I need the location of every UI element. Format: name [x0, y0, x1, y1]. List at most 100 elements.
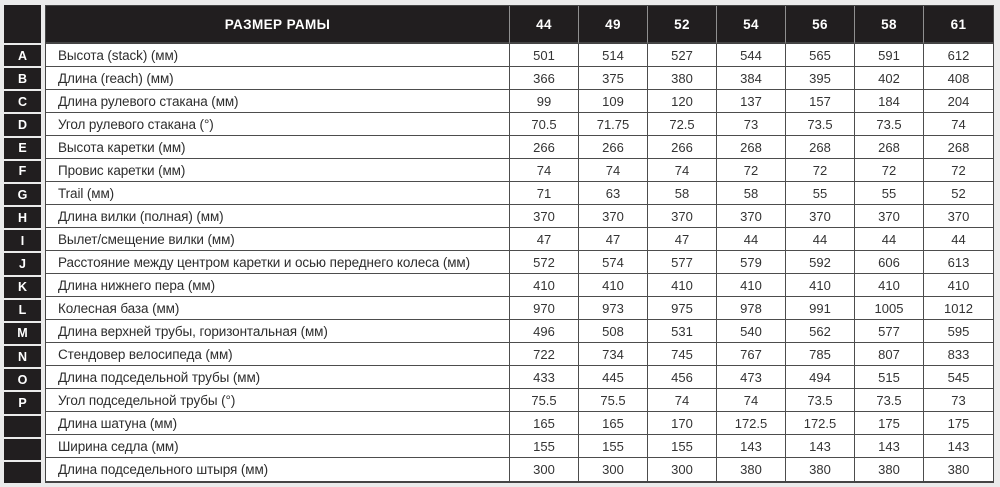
parameter-name-cell: Trail (мм): [46, 182, 510, 205]
value-cell: 73.5: [855, 389, 924, 412]
value-cell: 143: [924, 435, 993, 458]
value-cell: 120: [648, 90, 717, 113]
value-cell: 44: [717, 228, 786, 251]
value-cell: 514: [579, 44, 648, 67]
value-cell: 494: [786, 366, 855, 389]
value-cell: 268: [786, 136, 855, 159]
value-cell: 592: [786, 251, 855, 274]
value-cell: 745: [648, 343, 717, 366]
value-cell: 445: [579, 366, 648, 389]
value-cell: 155: [648, 435, 717, 458]
size-column-header-61: 61: [924, 6, 993, 44]
row-letter-cell: E: [4, 137, 41, 159]
value-cell: 574: [579, 251, 648, 274]
value-cell: 370: [717, 205, 786, 228]
parameter-name-cell: Длина подседельного штыря (мм): [46, 458, 510, 481]
value-cell: 366: [510, 67, 579, 90]
row-letter-cell: H: [4, 207, 41, 229]
value-cell: 572: [510, 251, 579, 274]
value-cell: 515: [855, 366, 924, 389]
parameter-name-cell: Длина (reach) (мм): [46, 67, 510, 90]
value-cell: 370: [855, 205, 924, 228]
value-cell: 577: [648, 251, 717, 274]
value-cell: 44: [786, 228, 855, 251]
value-cell: 58: [717, 182, 786, 205]
value-cell: 143: [855, 435, 924, 458]
value-cell: 143: [717, 435, 786, 458]
value-cell: 268: [924, 136, 993, 159]
value-cell: 165: [579, 412, 648, 435]
value-cell: 266: [510, 136, 579, 159]
value-cell: 991: [786, 297, 855, 320]
value-cell: 175: [924, 412, 993, 435]
value-cell: 74: [924, 113, 993, 136]
value-cell: 300: [648, 458, 717, 481]
value-cell: 300: [579, 458, 648, 481]
value-cell: 184: [855, 90, 924, 113]
value-cell: 44: [924, 228, 993, 251]
value-cell: 410: [786, 274, 855, 297]
row-letter-cell: I: [4, 230, 41, 252]
value-cell: 73.5: [855, 113, 924, 136]
value-cell: 591: [855, 44, 924, 67]
parameter-name-cell: Ширина седла (мм): [46, 435, 510, 458]
frame-size-header: РАЗМЕР РАМЫ: [46, 6, 510, 44]
row-letter-cell: P: [4, 392, 41, 414]
value-cell: 978: [717, 297, 786, 320]
value-cell: 73.5: [786, 113, 855, 136]
value-cell: 970: [510, 297, 579, 320]
row-letter-cell: L: [4, 299, 41, 321]
value-cell: 410: [924, 274, 993, 297]
value-cell: 300: [510, 458, 579, 481]
value-cell: 767: [717, 343, 786, 366]
value-cell: 99: [510, 90, 579, 113]
value-cell: 613: [924, 251, 993, 274]
value-cell: 71: [510, 182, 579, 205]
row-letter-cell: [4, 461, 41, 483]
value-cell: 734: [579, 343, 648, 366]
value-cell: 410: [717, 274, 786, 297]
row-letter-cell: O: [4, 369, 41, 391]
value-cell: 410: [510, 274, 579, 297]
value-cell: 74: [717, 389, 786, 412]
parameter-name-cell: Угол рулевого стакана (°): [46, 113, 510, 136]
value-cell: 410: [855, 274, 924, 297]
value-cell: 1012: [924, 297, 993, 320]
value-cell: 527: [648, 44, 717, 67]
value-cell: 785: [786, 343, 855, 366]
value-cell: 565: [786, 44, 855, 67]
value-cell: 109: [579, 90, 648, 113]
value-cell: 175: [855, 412, 924, 435]
value-cell: 55: [855, 182, 924, 205]
parameter-name-cell: Длина шатуна (мм): [46, 412, 510, 435]
value-cell: 380: [924, 458, 993, 481]
parameter-name-cell: Вылет/смещение вилки (мм): [46, 228, 510, 251]
value-cell: 380: [855, 458, 924, 481]
row-letter-cell: C: [4, 91, 41, 113]
size-column-header-52: 52: [648, 6, 717, 44]
value-cell: 58: [648, 182, 717, 205]
parameter-name-cell: Высота (stack) (мм): [46, 44, 510, 67]
value-cell: 75.5: [510, 389, 579, 412]
value-cell: 47: [510, 228, 579, 251]
value-cell: 595: [924, 320, 993, 343]
value-cell: 268: [717, 136, 786, 159]
value-cell: 47: [648, 228, 717, 251]
size-column-header-44: 44: [510, 6, 579, 44]
value-cell: 370: [579, 205, 648, 228]
value-cell: 72.5: [648, 113, 717, 136]
value-cell: 72: [924, 159, 993, 182]
value-cell: 74: [648, 159, 717, 182]
value-cell: 1005: [855, 297, 924, 320]
value-cell: 266: [579, 136, 648, 159]
row-letter-cell: [4, 438, 41, 460]
value-cell: 73: [717, 113, 786, 136]
value-cell: 268: [855, 136, 924, 159]
value-cell: 155: [579, 435, 648, 458]
parameter-name-cell: Расстояние между центром каретки и осью …: [46, 251, 510, 274]
parameter-name-cell: Высота каретки (мм): [46, 136, 510, 159]
value-cell: 137: [717, 90, 786, 113]
value-cell: 55: [786, 182, 855, 205]
value-cell: 370: [510, 205, 579, 228]
row-letter-cell: J: [4, 253, 41, 275]
